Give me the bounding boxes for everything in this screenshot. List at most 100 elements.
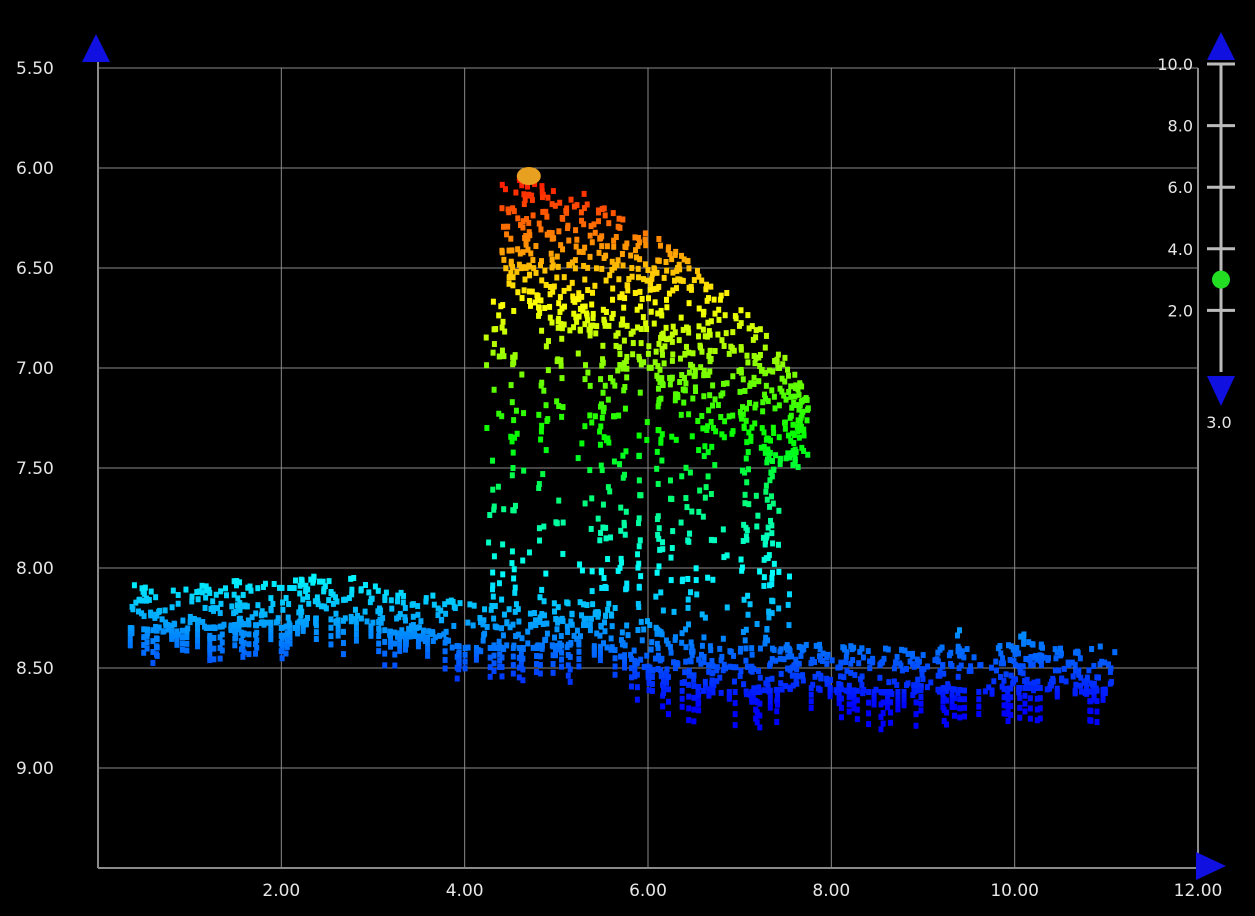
data-point xyxy=(805,451,811,458)
data-point xyxy=(425,652,431,659)
data-point xyxy=(775,691,781,698)
data-point xyxy=(609,258,615,265)
data-point xyxy=(646,679,652,686)
data-point xyxy=(629,265,635,272)
data-point xyxy=(538,226,544,233)
data-point xyxy=(184,634,190,641)
data-point xyxy=(612,655,618,662)
data-point xyxy=(739,567,745,574)
data-point xyxy=(238,621,244,628)
data-point xyxy=(510,264,516,271)
depth-scale[interactable]: 10.08.06.04.02.03.0 xyxy=(1157,32,1235,432)
data-point xyxy=(473,652,479,659)
data-point xyxy=(1038,662,1044,669)
data-point xyxy=(496,580,502,587)
data-point xyxy=(1008,685,1014,692)
data-point xyxy=(543,281,549,288)
data-point xyxy=(543,343,549,350)
data-point xyxy=(749,689,755,695)
data-point xyxy=(762,391,768,398)
data-point xyxy=(598,235,604,242)
data-point xyxy=(664,666,670,673)
data-point xyxy=(238,646,244,653)
data-point xyxy=(540,471,546,478)
data-point xyxy=(534,645,540,651)
data-point xyxy=(851,644,857,651)
data-point xyxy=(901,697,907,704)
x-axis-right-arrow-icon[interactable] xyxy=(1196,852,1226,880)
data-point xyxy=(275,618,281,625)
data-point xyxy=(557,199,563,206)
data-point xyxy=(532,299,538,306)
data-point xyxy=(1035,678,1041,685)
data-point xyxy=(756,378,762,385)
data-point xyxy=(600,389,606,396)
data-point xyxy=(582,276,588,283)
data-point xyxy=(616,215,622,222)
data-point xyxy=(232,642,238,649)
data-point xyxy=(693,387,699,394)
data-point xyxy=(741,596,747,603)
data-point xyxy=(353,637,359,644)
depth-scale-handle[interactable] xyxy=(1212,270,1230,289)
data-point xyxy=(958,650,964,657)
data-point xyxy=(691,672,697,679)
data-point xyxy=(817,653,823,660)
data-point xyxy=(582,321,588,328)
data-point xyxy=(1000,655,1006,662)
data-point xyxy=(541,598,547,605)
data-point xyxy=(615,567,621,574)
data-point xyxy=(954,632,960,639)
data-point xyxy=(701,367,707,374)
data-point xyxy=(706,407,712,414)
data-point xyxy=(661,671,667,678)
data-point xyxy=(632,234,638,241)
data-point xyxy=(742,491,748,498)
data-point xyxy=(675,264,681,271)
data-point xyxy=(529,288,535,295)
data-point xyxy=(300,596,306,603)
data-point xyxy=(504,619,510,626)
y-axis-up-arrow-icon[interactable] xyxy=(82,34,110,62)
data-point xyxy=(402,604,408,611)
data-point xyxy=(545,338,551,345)
depth-scale-up-arrow-icon[interactable] xyxy=(1207,32,1235,60)
data-point xyxy=(763,534,769,541)
data-point xyxy=(253,610,259,617)
data-point xyxy=(418,618,424,625)
data-point xyxy=(597,648,603,655)
data-point xyxy=(544,417,550,424)
data-point xyxy=(724,552,730,559)
data-point xyxy=(382,650,388,657)
data-point xyxy=(599,584,605,591)
data-point xyxy=(622,295,628,302)
depth-scale-down-arrow-icon[interactable] xyxy=(1207,376,1235,406)
data-point xyxy=(490,582,496,589)
data-point xyxy=(598,567,604,574)
data-point xyxy=(597,657,603,664)
y-tick-label: 8.00 xyxy=(16,559,54,579)
data-point xyxy=(565,672,571,679)
data-point xyxy=(1031,687,1037,694)
data-point xyxy=(573,227,579,234)
data-point xyxy=(689,433,695,440)
data-point xyxy=(153,594,159,601)
data-point xyxy=(647,621,653,628)
data-point xyxy=(793,402,799,409)
data-point xyxy=(657,667,663,674)
data-point xyxy=(686,300,692,307)
data-point xyxy=(846,701,852,708)
data-point xyxy=(787,573,793,580)
data-point xyxy=(403,646,409,653)
data-point xyxy=(558,362,564,369)
data-point xyxy=(568,196,574,203)
data-point xyxy=(659,457,665,464)
data-point xyxy=(791,440,797,447)
data-point xyxy=(643,242,649,249)
data-point xyxy=(610,210,616,217)
data-point xyxy=(808,691,814,698)
data-point xyxy=(449,644,455,651)
data-point xyxy=(971,654,977,661)
data-point xyxy=(556,403,562,410)
data-point xyxy=(378,619,384,626)
